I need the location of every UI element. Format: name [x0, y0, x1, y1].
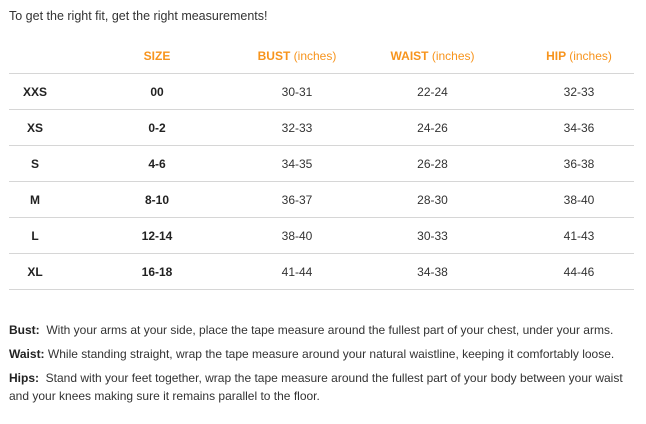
table-row: L 12-14 38-40 30-33 41-43 [9, 217, 634, 254]
table-row: XXS 00 30-31 22-24 32-33 [9, 73, 634, 110]
size-cell: 0-2 [61, 109, 253, 146]
row-label: XXS [9, 73, 61, 110]
row-label: XS [9, 109, 61, 146]
bust-note: Bust: With your arms at your side, place… [9, 321, 637, 339]
row-label: S [9, 145, 61, 182]
table-row: XL 16-18 41-44 34-38 44-46 [9, 253, 634, 290]
header-row-label [9, 38, 61, 74]
waist-cell: 28-30 [341, 181, 524, 218]
waist-cell: 30-33 [341, 217, 524, 254]
hip-cell: 38-40 [524, 181, 634, 218]
table-header-row: SIZE BUST (inches) WAIST (inches) HIP (i… [9, 38, 634, 74]
table-row: M 8-10 36-37 28-30 38-40 [9, 181, 634, 218]
header-waist: WAIST (inches) [341, 38, 524, 74]
hip-cell: 41-43 [524, 217, 634, 254]
table-row: XS 0-2 32-33 24-26 34-36 [9, 109, 634, 146]
bust-cell: 38-40 [253, 217, 341, 254]
bust-cell: 34-35 [253, 145, 341, 182]
size-chart-table: SIZE BUST (inches) WAIST (inches) HIP (i… [9, 38, 634, 290]
size-cell: 4-6 [61, 145, 253, 182]
waist-cell: 34-38 [341, 253, 524, 290]
header-bust: BUST (inches) [253, 38, 341, 74]
size-cell: 16-18 [61, 253, 253, 290]
waist-note: Waist: While standing straight, wrap the… [9, 345, 637, 363]
bust-note-term: Bust: [9, 323, 40, 337]
intro-text: To get the right fit, get the right meas… [9, 9, 268, 23]
bust-cell: 36-37 [253, 181, 341, 218]
row-label: L [9, 217, 61, 254]
header-hip: HIP (inches) [524, 38, 634, 74]
table-row: S 4-6 34-35 26-28 36-38 [9, 145, 634, 182]
hips-note-term: Hips: [9, 371, 39, 385]
hips-note: Hips: Stand with your feet together, wra… [9, 369, 637, 405]
header-size: SIZE [61, 38, 253, 74]
size-cell: 00 [61, 73, 253, 110]
bust-cell: 41-44 [253, 253, 341, 290]
bust-cell: 30-31 [253, 73, 341, 110]
waist-cell: 26-28 [341, 145, 524, 182]
size-cell: 8-10 [61, 181, 253, 218]
waist-note-term: Waist: [9, 347, 45, 361]
row-label: XL [9, 253, 61, 290]
measurement-notes: Bust: With your arms at your side, place… [9, 321, 637, 411]
hip-cell: 36-38 [524, 145, 634, 182]
waist-note-text: While standing straight, wrap the tape m… [47, 347, 615, 361]
size-cell: 12-14 [61, 217, 253, 254]
hip-cell: 44-46 [524, 253, 634, 290]
hip-cell: 34-36 [524, 109, 634, 146]
hip-cell: 32-33 [524, 73, 634, 110]
bust-cell: 32-33 [253, 109, 341, 146]
hips-note-text: Stand with your feet together, wrap the … [9, 371, 623, 403]
waist-cell: 22-24 [341, 73, 524, 110]
row-label: M [9, 181, 61, 218]
bust-note-text: With your arms at your side, place the t… [46, 323, 614, 337]
waist-cell: 24-26 [341, 109, 524, 146]
